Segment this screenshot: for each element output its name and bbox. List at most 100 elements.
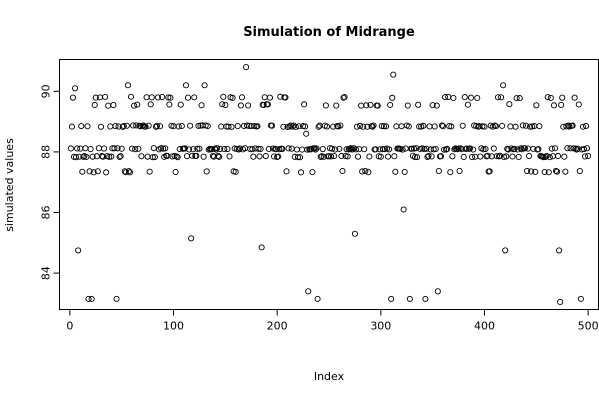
data-point [154, 94, 162, 101]
data-point [354, 153, 362, 160]
data-point [423, 145, 430, 152]
data-point [565, 122, 572, 129]
data-point [556, 247, 563, 254]
data-point [260, 101, 267, 109]
data-point [309, 169, 316, 176]
data-point [91, 101, 98, 109]
data-point [294, 154, 301, 161]
data-point [213, 145, 221, 152]
data-point [110, 102, 117, 109]
data-point [228, 123, 235, 130]
data-point [123, 122, 130, 129]
data-point [420, 122, 427, 129]
data-point [135, 145, 142, 152]
data-point [85, 295, 92, 302]
data-point [190, 146, 197, 153]
data-point [106, 153, 113, 160]
data-point [517, 145, 524, 152]
data-point [317, 153, 324, 160]
data-point [583, 122, 590, 130]
y-axis-label: simulated values [3, 138, 16, 232]
data-point [461, 94, 468, 101]
data-point [382, 123, 390, 130]
data-point [571, 94, 578, 101]
data-point [341, 94, 348, 101]
data-point [86, 168, 93, 175]
data-point [362, 168, 369, 175]
data-point [238, 94, 245, 101]
data-point [380, 123, 387, 130]
data-point [437, 153, 445, 160]
data-point [333, 102, 340, 109]
chart-title: Simulation of Midrange [243, 25, 415, 40]
data-point [329, 145, 336, 152]
y-axis: 84 86 88 90 [40, 84, 60, 280]
data-point [116, 153, 123, 161]
data-point [195, 122, 202, 129]
data-point [432, 145, 439, 153]
data-point [283, 168, 290, 175]
data-point [328, 153, 335, 160]
data-point [125, 168, 132, 175]
data-point [336, 145, 343, 152]
data-point [448, 123, 455, 130]
data-point [366, 153, 373, 160]
data-point [442, 94, 449, 101]
data-point [232, 168, 239, 175]
data-point [187, 122, 194, 129]
data-point [285, 145, 292, 152]
data-point [147, 101, 154, 108]
data-point [268, 122, 276, 129]
data-point [577, 295, 584, 302]
data-point [379, 146, 386, 153]
data-point [372, 146, 379, 153]
data-point [527, 123, 534, 130]
data-point [390, 71, 397, 78]
data-point [431, 123, 438, 130]
data-point [547, 94, 554, 101]
data-point [271, 153, 278, 160]
data-point [550, 102, 557, 109]
data-point [122, 169, 129, 176]
data-point [275, 153, 282, 160]
data-point [200, 153, 207, 160]
data-point [102, 93, 109, 100]
data-point [67, 145, 74, 152]
data-point [331, 152, 338, 160]
data-point [439, 123, 447, 130]
data-point [149, 154, 156, 161]
data-point [494, 94, 502, 101]
data-point [69, 94, 77, 101]
data-point [184, 94, 192, 101]
data-point [444, 145, 451, 152]
data-point [193, 152, 200, 159]
data-point [551, 145, 559, 152]
data-point [250, 153, 257, 160]
data-point [254, 123, 261, 130]
data-point [292, 123, 299, 130]
data-point [224, 146, 231, 153]
data-point [555, 152, 562, 160]
data-point [89, 153, 96, 160]
data-point [386, 146, 393, 153]
data-point [282, 94, 289, 101]
data-point [351, 230, 358, 237]
data-point [126, 169, 134, 176]
data-point [151, 154, 158, 161]
data-point [264, 101, 271, 108]
data-point [545, 169, 552, 176]
data-point [257, 145, 264, 152]
data-point [131, 102, 138, 109]
data-point [73, 154, 80, 161]
data-point [166, 101, 173, 108]
data-point [406, 295, 413, 302]
data-point [302, 123, 309, 130]
data-point [315, 123, 322, 130]
data-point [574, 145, 581, 152]
data-point [450, 94, 457, 102]
data-point [83, 153, 90, 160]
data-point [570, 145, 577, 152]
data-point [146, 168, 153, 175]
data-point [129, 145, 136, 152]
data-point [429, 102, 436, 109]
